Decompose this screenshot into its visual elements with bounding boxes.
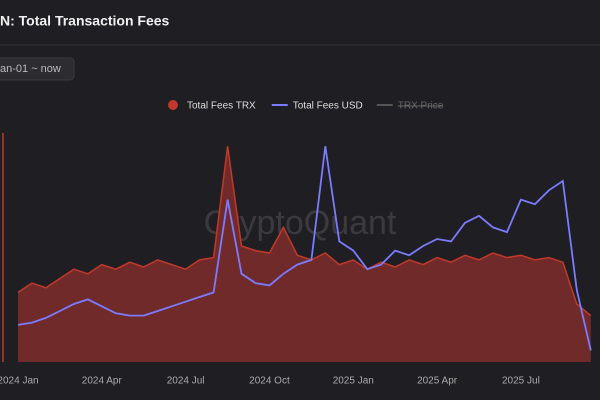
- legend-swatch: [168, 100, 178, 110]
- legend-label: Total Fees USD: [293, 101, 363, 112]
- date-range[interactable]: an-01 ~ now: [0, 63, 61, 75]
- legend-label: Total Fees TRX: [187, 101, 256, 112]
- x-tick-label: 2024 Apr: [82, 376, 123, 387]
- area-fill: [18, 146, 591, 362]
- area-line: [17, 146, 592, 317]
- line: [17, 146, 592, 351]
- chart-title: N: Total Transaction Fees: [0, 13, 170, 29]
- x-tick-label: 2025 Jan: [333, 376, 374, 387]
- x-tick-label: 2024 Oct: [249, 376, 290, 387]
- x-tick-label: 2025 Apr: [417, 376, 458, 387]
- date-range-chip[interactable]: [0, 57, 75, 81]
- x-tick-label: 2024 Jul: [167, 376, 205, 387]
- x-tick-label: 2025 Jul: [502, 376, 540, 387]
- x-tick-label: 2024 Jan: [0, 376, 39, 387]
